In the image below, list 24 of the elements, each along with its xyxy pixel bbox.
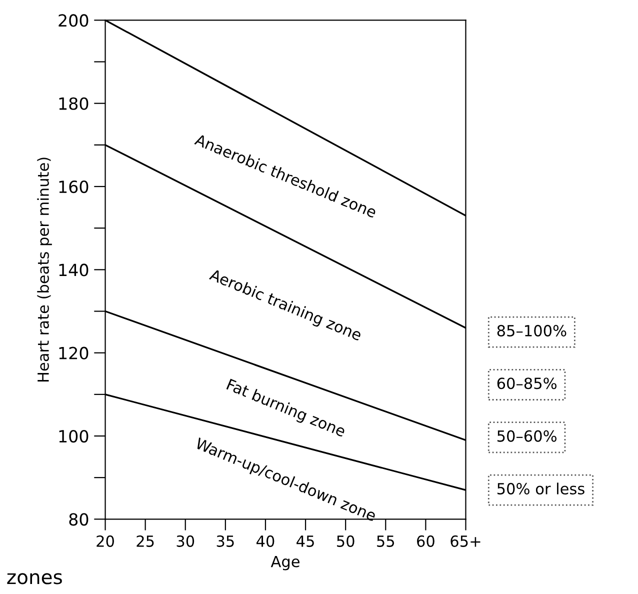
x-tick-label: 40 <box>256 535 274 547</box>
y-tick-label: 160 <box>59 180 88 194</box>
x-tick-label: 55 <box>377 536 394 547</box>
y-tick-label: 200 <box>58 14 88 27</box>
x-tick-label: 35 <box>216 535 234 547</box>
y-tick-label: 100 <box>59 430 88 443</box>
text: 50% or less <box>497 482 584 494</box>
text: zones <box>7 573 62 584</box>
y-axis-title: Heart rate (beats per minute) <box>37 158 52 382</box>
text: 60–85% <box>497 378 556 390</box>
y-tick-label: 180 <box>59 97 88 110</box>
x-tick-label: 60 <box>417 535 434 547</box>
x-tick-label: 20 <box>96 535 114 547</box>
x-axis-title: Age <box>270 556 300 570</box>
x-tick-label: 65+ <box>450 535 480 547</box>
y-tick-label: 140 <box>59 264 88 276</box>
x-tick-label: 50 <box>337 535 354 547</box>
text: 85–100% <box>497 324 566 336</box>
x-tick-label: 25 <box>136 535 154 547</box>
text: 50–60% <box>497 430 556 442</box>
y-tick-label: 80 <box>69 513 88 526</box>
x-tick-label: 30 <box>176 535 194 547</box>
y-tick-label: 120 <box>59 346 88 360</box>
x-tick-label: 45 <box>296 536 314 547</box>
